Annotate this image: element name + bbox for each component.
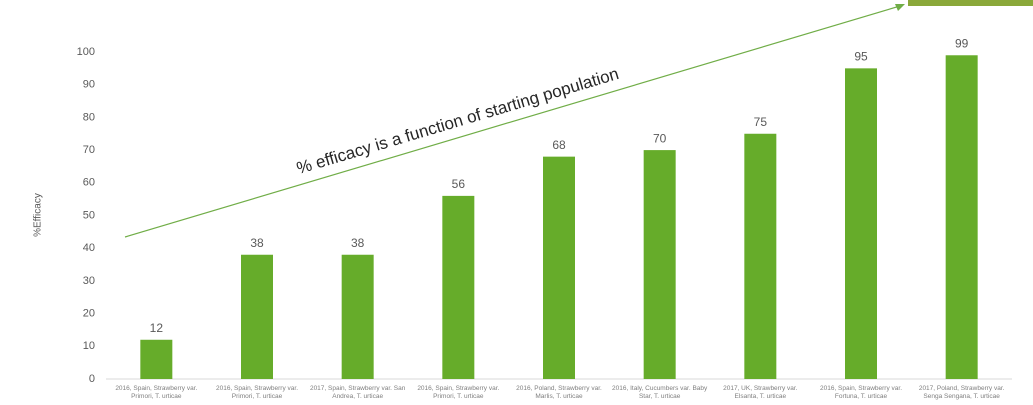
bar xyxy=(744,133,777,379)
y-tick-label: 100 xyxy=(77,46,95,58)
x-tick-label: 2016, Spain, Strawberry var. Fortuna, T.… xyxy=(819,385,902,400)
y-tick-label: 30 xyxy=(83,275,95,287)
value-label: 38 xyxy=(351,236,365,250)
y-tick-label: 60 xyxy=(83,177,95,189)
bar xyxy=(945,55,978,380)
y-tick-label: 20 xyxy=(83,308,95,320)
value-label: 68 xyxy=(552,138,566,152)
x-tick-label: 2016, Spain, Strawberry var. Primori, T.… xyxy=(215,385,298,400)
x-tick-label: 2016, Italy, Cucumbers var. Baby Star, T… xyxy=(612,385,708,400)
value-label: 38 xyxy=(250,236,264,250)
y-tick-label: 40 xyxy=(83,242,95,254)
bar xyxy=(845,68,877,379)
bar xyxy=(442,195,475,379)
x-tick-label: 2016, Spain, Strawberry var. Primori, T.… xyxy=(115,385,198,400)
y-axis-title: %Efficacy xyxy=(33,193,44,237)
y-tick-label: 90 xyxy=(83,79,95,91)
bar xyxy=(140,339,173,379)
bar xyxy=(341,254,374,379)
value-label: 95 xyxy=(854,50,868,64)
value-label: 56 xyxy=(452,177,466,191)
value-label: 75 xyxy=(754,115,768,129)
y-tick-label: 80 xyxy=(83,111,95,123)
x-tick-label: 2016, Poland, Strawberry var. Marlis, T.… xyxy=(516,385,602,400)
x-tick-label: 2016, Spain, Strawberry var. Primori, T.… xyxy=(417,385,500,400)
x-tick-label: 2017, UK, Strawberry var. Elsanta, T. ur… xyxy=(723,385,798,400)
bar xyxy=(543,156,575,379)
bar xyxy=(241,254,273,379)
corner-image xyxy=(908,0,1033,6)
value-label: 70 xyxy=(653,131,667,145)
bar xyxy=(643,150,676,379)
y-tick-label: 50 xyxy=(83,209,95,221)
y-tick-label: 0 xyxy=(89,373,95,385)
x-tick-label: 2017, Poland, Strawberry var. Senga Seng… xyxy=(918,385,1005,400)
y-tick-label: 70 xyxy=(83,144,95,156)
y-tick-label: 10 xyxy=(83,340,95,352)
x-tick-label: 2017, Spain, Strawberry var. San Andrea,… xyxy=(309,385,406,400)
value-label: 99 xyxy=(955,36,969,50)
arrow-head xyxy=(895,4,905,11)
trend-arrow xyxy=(124,5,901,238)
value-label: 12 xyxy=(150,321,164,335)
